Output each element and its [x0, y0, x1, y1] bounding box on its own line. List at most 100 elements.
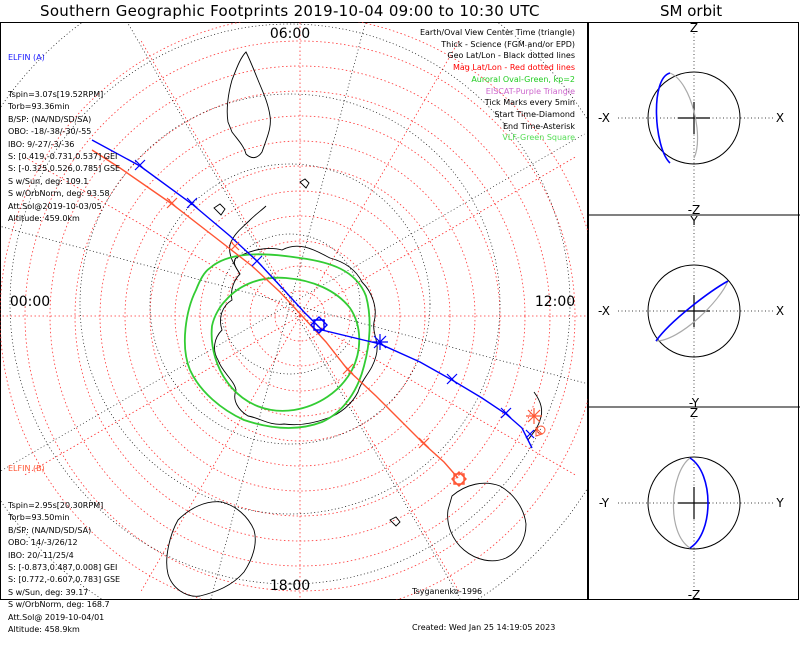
elfin-b-header: ELFIN (B): [8, 463, 45, 473]
elfin-b-info: ELFIN (B) Tspin=2.95s[20.30RPM] Torb=93.5…: [8, 438, 120, 649]
geo-lon-line: [210, 303, 291, 600]
geo-lat-circle: [79, 93, 501, 515]
clock-label-06: 06:00: [270, 26, 310, 42]
earth-circle: [647, 456, 741, 550]
elfin-a-start-diamond: [310, 316, 328, 334]
sm-label-bottom: -Y: [689, 396, 700, 410]
elfin-b-info-line: B/SP: (NA/ND/SD/SA): [8, 525, 92, 535]
legend: Earth/Oval View Center Time (triangle) Th…: [420, 27, 575, 144]
mag-lat-circle: [124, 140, 476, 492]
sm-label-right: X: [776, 304, 784, 318]
auroral-oval: [184, 253, 371, 429]
elfin-b-ticks: [166, 197, 542, 449]
sm-panel-xz: Z -Z -X X: [598, 21, 784, 217]
mag-lon-line: [139, 315, 301, 594]
elfin-b-info-line: IBO: 20/-11/25/4: [8, 550, 74, 560]
page-title: Southern Geographic Footprints 2019-10-0…: [40, 2, 540, 20]
south-america-coast: [226, 51, 271, 159]
geo-lat-circle: [149, 163, 431, 445]
mag-lon-line: [299, 38, 461, 317]
sm-label-top: Z: [690, 21, 698, 35]
legend-item: Auroral Oval-Green, kp=2: [471, 74, 575, 84]
sm-label-bottom: -Z: [688, 588, 701, 600]
mag-lon-line: [139, 38, 301, 317]
geo-lat-circle: [9, 23, 571, 585]
clock-label-00: 00:00: [10, 294, 50, 310]
geo-lat-circle: [219, 233, 361, 375]
magnetic-grid: [0, 22, 588, 600]
elfin-a-info-line: Tspin=3.07s[19.52RPM]: [8, 90, 104, 100]
elfin-a-info-line: S w/OrbNorm, deg: 93.58: [8, 189, 110, 199]
elfin-a-header: ELFIN (A): [8, 52, 45, 62]
mag-lat-circle: [24, 40, 576, 592]
island-3: [389, 516, 401, 527]
sm-orbit-panels: Z -Z -X X Y -Y -X X Z -Z -Y Y: [588, 21, 800, 600]
australia-coast: [447, 482, 527, 562]
elfin-b-info-line: OBO: 14/-3/26/12: [8, 538, 78, 548]
elfin-a-info-line: S: [0.419,-0.731,0.537] GEI: [8, 152, 118, 162]
island-2: [299, 178, 310, 189]
elfin-a-info-line: Att.Sol@2019-10-03/05: [8, 201, 102, 211]
elfin-b-start-diamond: [451, 471, 467, 487]
legend-item: Tick Marks every 5min: [484, 98, 575, 108]
legend-item: Thick - Science (FGM and/or EPD): [441, 39, 575, 49]
elfin-a-info-line: IBO: 9/-27/-3/-36: [8, 139, 75, 149]
geo-lon-line: [289, 22, 366, 305]
geo-lon-line: [289, 303, 461, 599]
clock-label-18: 18:00: [270, 578, 310, 594]
sm-label-bottom: -Z: [688, 203, 701, 217]
geo-lon-line: [289, 133, 585, 305]
mag-lon-line: [22, 315, 301, 477]
sm-orbit-title: SM orbit: [660, 2, 723, 20]
africa-coast: [166, 501, 256, 597]
mag-lat-circle: [249, 265, 351, 367]
sm-orbit-a: [689, 457, 709, 549]
mag-lat-circle: [49, 65, 551, 567]
mag-lon-line: [299, 315, 461, 594]
elfin-b-info-line: Torb=93.50min: [8, 513, 70, 523]
model-label: Tsyganenko-1996: [412, 587, 483, 596]
geo-lon-line: [0, 225, 291, 305]
elfin-b-info-line: Att.Sol@ 2019-10-04/01: [8, 612, 105, 622]
antarctic-peninsula: [229, 205, 267, 275]
sm-panel-yz: Z -Z -Y Y: [599, 406, 784, 600]
elfin-a-info-line: B/SP: (NA/ND/SD/SA): [8, 114, 92, 124]
sm-orbit-b: [669, 72, 699, 159]
legend-item: EISCAT-Purple Triangle: [485, 86, 575, 96]
elfin-a-ticks: [134, 159, 535, 439]
sm-orbit-a: [655, 280, 729, 342]
earth-circle: [647, 71, 741, 165]
nz-coast: [527, 391, 543, 441]
elfin-b-info-line: S w/OrbNorm, deg: 168.7: [8, 600, 110, 610]
legend-item: Mag Lat/Lon - Red dotted lines: [452, 63, 575, 73]
clock-label-12: 12:00: [535, 294, 575, 310]
elfin-b-info-line: S w/Sun, deg: 39.17: [8, 587, 89, 597]
elfin-b-info-line: Tspin=2.95s[20.30RPM]: [8, 501, 104, 511]
mag-lon-line: [22, 155, 301, 317]
mag-lat-circle: [149, 165, 451, 467]
legend-item: Start Time-Diamond: [494, 109, 575, 119]
auroral-oval-inner: [210, 276, 361, 412]
polar-map: 06:00 00:00 12:00 18:00: [0, 22, 588, 600]
auroral-oval-outer: [184, 253, 371, 429]
coastlines: [166, 51, 543, 597]
sm-label-top: Z: [690, 406, 698, 420]
footer: Tsyganenko-1996 Created: Wed Jan 25 14:1…: [412, 562, 555, 646]
created-label: Created: Wed Jan 25 14:19:05 2023: [412, 623, 556, 632]
mag-lon-line: [299, 315, 578, 477]
geo-lon-line: [126, 22, 291, 305]
sm-orbit-a: [655, 72, 671, 164]
start-diamonds: [310, 316, 467, 487]
antarctica-coast: [214, 245, 378, 426]
elfin-a-track: [91, 139, 533, 449]
elfin-a-info: ELFIN (A) Tspin=3.07s[19.52RPM] Torb=93.3…: [8, 27, 120, 238]
sm-label-left: -X: [598, 111, 610, 125]
legend-item: End Time-Asterisk: [502, 121, 575, 131]
island-1: [213, 203, 226, 216]
sm-orbit-b: [672, 457, 691, 549]
sm-panel-xy: Y -Y -X X: [598, 214, 784, 410]
geo-lon-line: [289, 303, 588, 385]
elfin-a-info-line: S: [-0.325,0.526,0.785] GSE: [8, 164, 121, 174]
elfin-b-end-mark: [535, 426, 543, 437]
geo-lon-line: [0, 303, 291, 472]
